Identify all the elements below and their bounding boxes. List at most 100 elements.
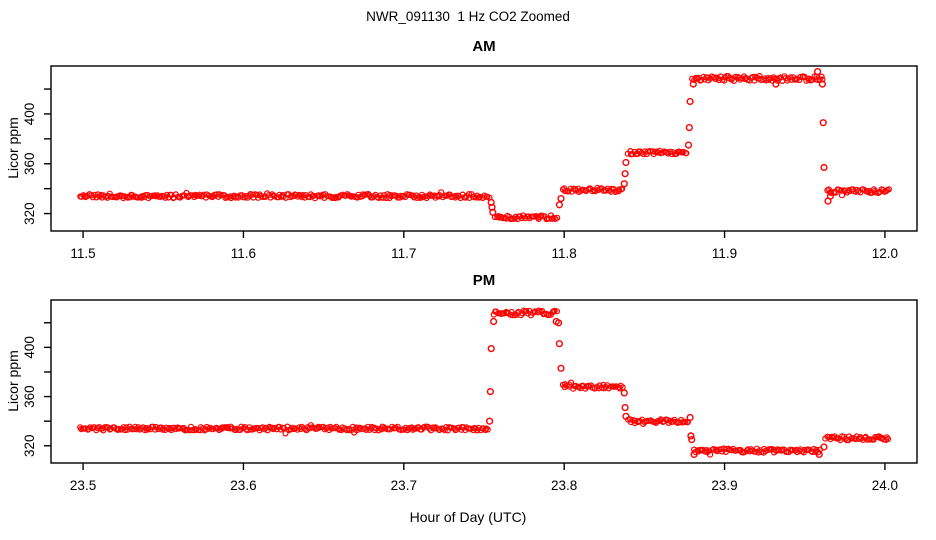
- data-band-point: [819, 76, 826, 83]
- data-band-point: [332, 194, 339, 202]
- y-tick-label: 320: [22, 435, 37, 458]
- data-band-point: [567, 379, 575, 386]
- data-band-point: [852, 436, 859, 443]
- data-point: [686, 413, 694, 422]
- data-band-point: [282, 430, 289, 437]
- data-point: [819, 119, 827, 127]
- data-point: [689, 80, 697, 88]
- data-band-point: [615, 186, 623, 193]
- data-point: [621, 170, 629, 178]
- data-point: [687, 432, 695, 440]
- am-plot-frame: [50, 65, 918, 232]
- data-point: [684, 141, 693, 149]
- data-segment: [822, 433, 892, 444]
- x-tick-label: 11.6: [231, 246, 256, 261]
- y-tick-label: 360: [22, 385, 37, 408]
- data-band-point: [303, 427, 310, 434]
- data-band-point: [389, 423, 396, 430]
- data-band-point: [261, 426, 268, 433]
- data-point: [489, 208, 497, 216]
- data-point: [622, 158, 630, 167]
- data-band-point: [205, 425, 212, 432]
- data-point: [620, 389, 628, 397]
- data-point: [487, 345, 495, 353]
- data-band-point: [380, 194, 387, 201]
- data-point: [622, 412, 630, 420]
- pm-y-axis-title: Licor ppm: [5, 350, 21, 412]
- x-tick-label: 11.5: [70, 246, 95, 261]
- data-point: [555, 201, 564, 209]
- data-band-point: [371, 427, 378, 434]
- data-band-point: [335, 425, 342, 432]
- data-segment: [559, 184, 626, 195]
- data-band-point: [756, 72, 763, 80]
- data-band-point: [683, 150, 690, 157]
- data-point: [690, 450, 698, 459]
- data-band-point: [346, 427, 353, 434]
- data-point: [818, 80, 827, 88]
- data-segment: [690, 445, 824, 458]
- x-tick-label: 11.7: [391, 246, 416, 261]
- pm-panel-plot: 23.5 23.6 23.7 23.8 23.9 24.0 320 360 400: [22, 299, 918, 493]
- data-band-point: [441, 427, 448, 434]
- data-point: [820, 163, 828, 172]
- data-point: [486, 388, 495, 396]
- pm-plot-frame: [50, 299, 918, 464]
- data-segment: [491, 212, 561, 223]
- am-panel-plot: 11.5 11.6 11.7 11.8 11.9 12.0 320 360 400: [22, 65, 918, 261]
- data-band-point: [237, 426, 244, 433]
- data-band-point: [885, 186, 893, 193]
- data-band-point: [553, 308, 561, 315]
- data-band-point: [364, 423, 371, 430]
- data-band-point: [315, 192, 322, 199]
- data-band-point: [114, 426, 121, 433]
- data-point: [772, 80, 780, 88]
- data-band-point: [162, 194, 169, 201]
- data-band-point: [93, 194, 100, 201]
- data-band-point: [349, 423, 356, 430]
- x-tick-label: 24.0: [872, 478, 898, 493]
- data-segment: [490, 307, 561, 319]
- data-point: [555, 340, 564, 348]
- x-tick-label: 12.0: [872, 246, 898, 261]
- data-point: [820, 443, 828, 451]
- data-point: [815, 450, 823, 459]
- data-point: [686, 97, 694, 106]
- data-band-point: [884, 435, 892, 443]
- data-segment: [624, 147, 690, 158]
- x-axis-title: Hour of Day (UTC): [409, 509, 527, 525]
- data-point: [620, 180, 628, 188]
- data-segment: [625, 416, 691, 427]
- data-band-point: [270, 426, 277, 433]
- y-tick-label: 360: [22, 152, 37, 175]
- data-band-point: [85, 426, 92, 433]
- data-band-point: [287, 194, 294, 201]
- x-tick-label: 23.7: [391, 478, 417, 493]
- data-band-point: [100, 427, 107, 434]
- data-band-point: [383, 195, 390, 202]
- data-band-point: [249, 191, 256, 198]
- data-band-point: [753, 445, 761, 452]
- data-point: [621, 404, 629, 412]
- data-band-point: [879, 187, 887, 194]
- data-segment: [824, 186, 893, 199]
- data-point: [557, 364, 565, 372]
- data-point: [486, 417, 494, 425]
- data-band-point: [875, 189, 882, 196]
- data-band-point: [484, 426, 491, 433]
- data-band-point: [409, 426, 416, 433]
- data-point: [826, 192, 835, 200]
- data-band-point: [551, 307, 558, 314]
- data-band-point: [561, 188, 569, 195]
- data-segment: [688, 72, 826, 85]
- data-band-point: [554, 214, 561, 221]
- data-point: [813, 67, 822, 76]
- y-tick-label: 320: [22, 202, 37, 225]
- x-tick-label: 11.8: [552, 246, 577, 261]
- data-segment: [77, 422, 491, 437]
- data-band-point: [706, 451, 714, 458]
- data-point: [557, 195, 565, 203]
- x-tick-label: 23.8: [551, 478, 577, 493]
- pm-panel-title: PM: [472, 272, 496, 289]
